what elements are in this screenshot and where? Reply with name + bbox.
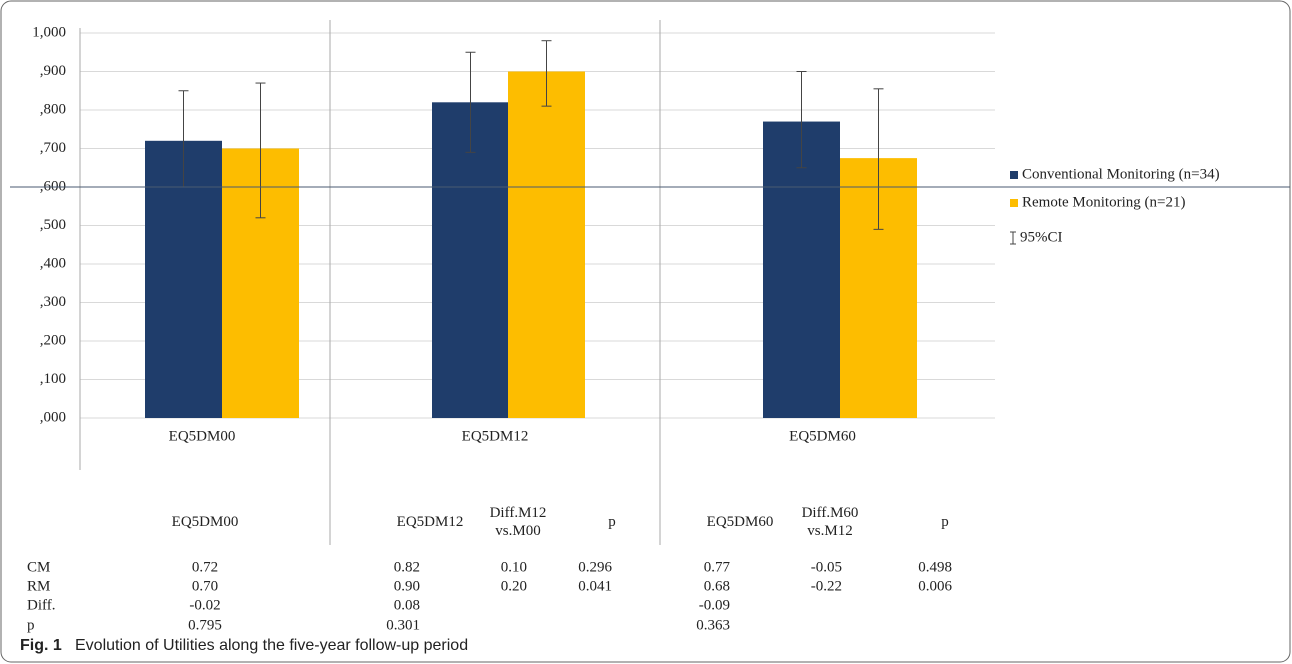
row-label: Diff. <box>27 597 55 613</box>
table-cell: 0.301 <box>386 617 420 633</box>
table-header-text: p <box>941 514 949 530</box>
table-cell: 0.363 <box>696 617 730 633</box>
table-header: Diff.M60 vs.M12 <box>801 505 859 539</box>
legend-label: 95%CI <box>1020 229 1063 245</box>
legend-label: Conventional Monitoring (n=34) <box>1022 166 1220 182</box>
caption-label: Fig. 1 <box>20 637 62 654</box>
table-header: EQ5DM00 <box>171 514 239 530</box>
y-tick-label: ,000 <box>40 409 66 425</box>
caption: Evolution of Utilities along the five-ye… <box>75 637 468 654</box>
table-cell: 0.006 <box>918 578 952 594</box>
table-cell: 0.90 <box>394 578 420 594</box>
table-cell: 0.08 <box>394 597 420 613</box>
table-cell: 0.795 <box>188 617 222 633</box>
bar <box>432 102 509 419</box>
table-cell: 0.498 <box>918 559 952 575</box>
legend-label: Remote Monitoring (n=21) <box>1022 194 1185 210</box>
row-label: RM <box>27 578 50 594</box>
table-header-text: EQ5DM12 <box>396 514 464 530</box>
bar <box>508 71 585 418</box>
y-tick-label: ,200 <box>40 332 66 348</box>
table-cell: 0.10 <box>501 559 527 575</box>
table-cell: 0.296 <box>578 559 612 575</box>
y-tick-label: ,700 <box>40 140 66 156</box>
table-cell: -0.22 <box>811 578 842 594</box>
table-cell: 0.82 <box>394 559 420 575</box>
table-cell: 0.041 <box>578 578 612 594</box>
y-tick-label: ,400 <box>40 255 66 271</box>
x-tick-label: EQ5DM60 <box>789 428 856 444</box>
table-cell: 0.70 <box>192 578 218 594</box>
x-tick-label: EQ5DM00 <box>169 428 236 444</box>
table-cell: 0.77 <box>704 559 731 575</box>
table-header: Diff.M12 vs.M00 <box>489 505 547 539</box>
table-header-text: EQ5DM60 <box>706 514 774 530</box>
row-label: CM <box>27 559 50 575</box>
table-header: EQ5DM60 <box>706 514 774 530</box>
table-cell: -0.02 <box>189 597 220 613</box>
legend-ci-icon <box>1010 231 1016 245</box>
table-header: p <box>608 514 616 530</box>
y-tick-label: ,300 <box>40 294 66 310</box>
table-header-text: Diff.M12 vs.M00 <box>489 505 547 539</box>
table-header-text: p <box>608 514 616 530</box>
table-cell: 0.72 <box>192 559 218 575</box>
table-header: EQ5DM12 <box>396 514 464 530</box>
y-tick-label: ,100 <box>40 371 66 387</box>
x-tick-label: EQ5DM12 <box>462 428 529 444</box>
table-header-text: EQ5DM00 <box>171 514 239 530</box>
bar <box>763 121 840 419</box>
table-cell: -0.09 <box>699 597 730 613</box>
table-cell: 0.68 <box>704 578 730 594</box>
table-header: p <box>941 514 949 530</box>
legend-swatch <box>1010 199 1018 207</box>
table-cell: 0.20 <box>501 578 527 594</box>
y-tick-label: ,900 <box>40 63 66 79</box>
legend-swatch <box>1010 171 1018 179</box>
y-tick-label: 1,000 <box>32 24 66 40</box>
table-cell: -0.05 <box>811 559 842 575</box>
y-tick-label: ,500 <box>40 217 66 233</box>
table-header-text: Diff.M60 vs.M12 <box>801 505 859 539</box>
y-tick-label: ,600 <box>40 178 66 194</box>
row-label: p <box>27 617 35 633</box>
y-tick-label: ,800 <box>40 101 66 117</box>
